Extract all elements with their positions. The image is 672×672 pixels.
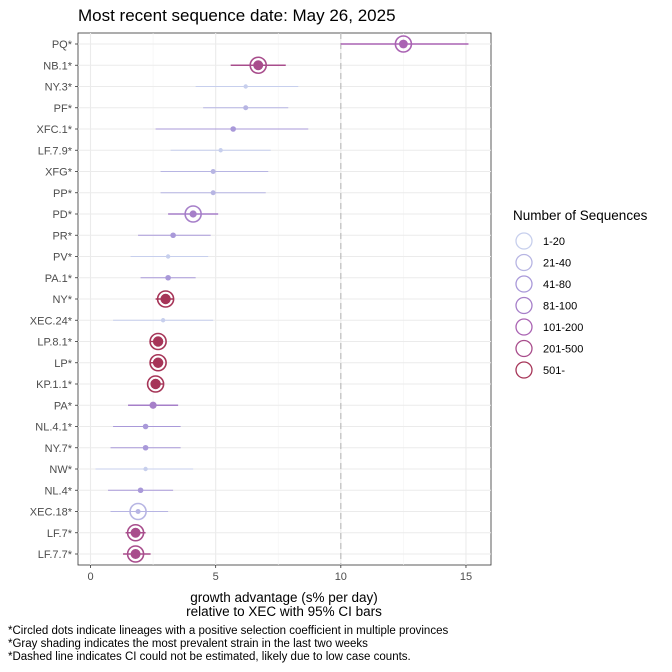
selection-circle xyxy=(156,290,175,308)
y-tick-label: PP* xyxy=(53,188,73,200)
y-tick-label: XEC.24* xyxy=(30,315,73,327)
y-tick-label: PV* xyxy=(53,252,73,264)
y-tick-label: XFG* xyxy=(45,167,73,179)
y-tick-label: XEC.18* xyxy=(30,507,73,519)
point-marker xyxy=(150,378,161,390)
y-tick-label: PR* xyxy=(52,230,72,242)
chart-title: Most recent sequence date: May 26, 2025 xyxy=(78,6,396,25)
data-points xyxy=(126,35,413,563)
y-tick-label: PF* xyxy=(54,103,73,115)
legend-key xyxy=(515,296,533,315)
y-tick-label: NY.3* xyxy=(45,82,73,94)
point-marker xyxy=(398,39,408,49)
selection-circle xyxy=(129,502,147,521)
selection-circle xyxy=(149,353,167,372)
x-axis-label-2: relative to XEC with 95% CI bars xyxy=(186,604,382,619)
point-marker xyxy=(165,274,171,281)
point-marker xyxy=(243,105,249,111)
point-marker xyxy=(210,169,216,174)
y-tick-label: NY* xyxy=(52,294,72,306)
legend-label: 1-20 xyxy=(543,236,565,248)
point-marker xyxy=(152,357,164,368)
legend-label: 41-80 xyxy=(543,279,571,291)
y-tick-label: LF.7* xyxy=(47,528,73,540)
point-marker xyxy=(143,466,148,472)
point-marker xyxy=(218,148,223,153)
y-tick-label: NL.4* xyxy=(44,485,72,497)
legend-key xyxy=(515,232,533,250)
y-tick-label: XFC.1* xyxy=(37,124,73,136)
point-marker xyxy=(149,401,157,409)
footnote-2: *Gray shading indicates the most prevale… xyxy=(8,638,368,650)
point-marker xyxy=(137,487,144,494)
selection-circle xyxy=(249,56,268,75)
point-marker xyxy=(135,509,141,514)
y-tick-label: PD* xyxy=(52,209,72,221)
selection-circle xyxy=(149,332,167,351)
legend-key xyxy=(515,318,533,336)
legend-key xyxy=(515,275,533,293)
y-tick-label: LF.7.7* xyxy=(38,549,73,561)
legend-label: 21-40 xyxy=(543,258,571,270)
y-tick-label: LP.8.1* xyxy=(37,337,72,349)
point-marker xyxy=(152,336,164,347)
y-tick-label: NW* xyxy=(49,464,72,476)
y-tick-label: LF.7.9* xyxy=(38,145,73,157)
point-marker xyxy=(130,527,141,538)
point-marker xyxy=(170,232,176,239)
y-tick-label: PA* xyxy=(54,400,73,412)
legend-title: Number of Sequences xyxy=(513,208,648,223)
x-tick-label: 15 xyxy=(460,571,472,583)
point-marker xyxy=(165,254,171,259)
legend-label: 81-100 xyxy=(543,301,577,313)
y-tick-label: NB.1* xyxy=(43,60,72,72)
point-marker xyxy=(130,549,141,559)
y-tick-label: NL.4.1* xyxy=(35,422,72,434)
point-marker xyxy=(230,126,236,132)
selection-circle xyxy=(184,205,202,223)
y-tick-label: LP* xyxy=(54,358,72,370)
y-tick-label: KP.1.1* xyxy=(36,379,73,391)
footnote-3: *Dashed line indicates CI could not be e… xyxy=(8,651,411,663)
point-marker xyxy=(253,60,264,71)
legend-key xyxy=(515,339,533,358)
y-tick-labels: PQ* NB.1* NY.3* PF* XFC.1* LF.7.9* XFG* PP* PD* P… xyxy=(30,39,78,561)
legend-label: 201-500 xyxy=(543,344,583,356)
legend: 1-20 21-40 41-80 81-100 101-200 201-500 501- xyxy=(515,232,583,379)
legend-key xyxy=(515,253,533,272)
point-marker xyxy=(160,293,171,305)
y-tick-label: PA.1* xyxy=(45,273,73,285)
x-axis-label: growth advantage (s% per day) xyxy=(190,590,378,605)
point-marker xyxy=(189,210,197,218)
selection-circle xyxy=(126,523,145,542)
x-tick-label: 10 xyxy=(335,571,347,583)
y-tick-label: NY.7* xyxy=(45,443,73,455)
point-marker xyxy=(243,84,248,89)
x-tick-labels: 0 5 10 15 xyxy=(87,565,472,583)
legend-label: 501- xyxy=(543,365,565,377)
selection-circle xyxy=(146,375,165,393)
y-tick-label: PQ* xyxy=(52,39,73,51)
legend-label: 101-200 xyxy=(543,322,583,334)
point-marker xyxy=(160,318,166,323)
footnote-1: *Circled dots indicate lineages with a p… xyxy=(8,625,449,637)
point-marker xyxy=(142,423,149,430)
point-marker xyxy=(210,190,216,196)
point-marker xyxy=(142,444,149,451)
x-tick-label: 5 xyxy=(213,571,219,583)
legend-key xyxy=(515,361,533,379)
x-tick-label: 0 xyxy=(87,571,93,583)
selection-circle xyxy=(394,35,413,53)
selection-circle xyxy=(126,545,145,563)
